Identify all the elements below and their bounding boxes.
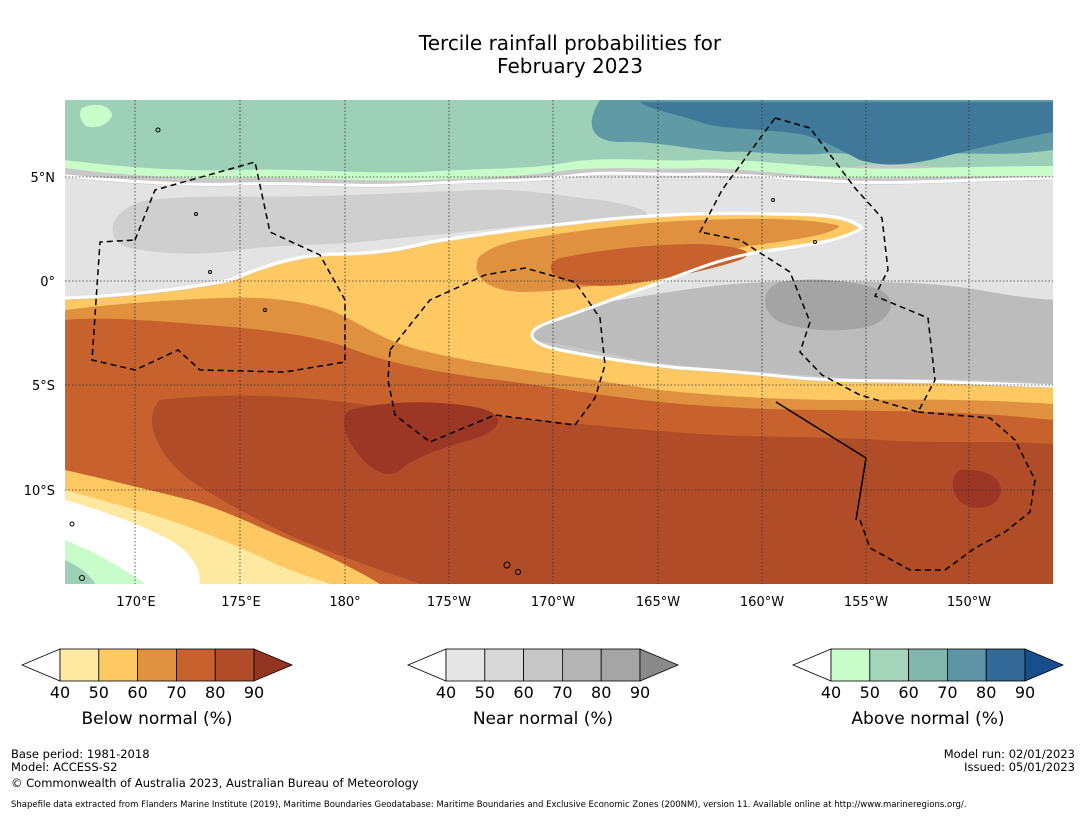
near-normal-darker-core	[765, 279, 891, 331]
island	[79, 575, 85, 581]
above-normal-patch-nw	[79, 104, 112, 128]
colorbar-swatch	[98, 648, 139, 682]
legend-below-normal: 40 50 60 70 80 90 Below normal (%)	[20, 648, 294, 729]
lon-label-170e: 170°E	[116, 595, 156, 610]
above-normal-patch-sw-dark	[65, 560, 95, 584]
lat-label-5n: 5°N	[31, 171, 56, 186]
eez-boundaries	[91, 117, 1036, 571]
colorbar-tick-label: 70	[166, 683, 186, 702]
base-period-text: Base period: 1981-2018	[11, 747, 150, 761]
colorbar-tick-label: 40	[50, 683, 70, 702]
longitude-labels: 170°E 175°E 180° 175°W 170°W 165°W 160°W…	[116, 595, 991, 610]
copyright-text: © Commonwealth of Australia 2023, Austra…	[11, 776, 419, 790]
colorbar-tick-label: 60	[513, 683, 533, 702]
near-normal-region-mid	[112, 189, 648, 254]
eez-kiribati-line	[698, 117, 936, 413]
colorbar-swatch	[137, 648, 177, 682]
near-normal-boundary-south	[65, 211, 1053, 388]
lon-label-180: 180°	[329, 595, 360, 610]
colorbar-tick-label: 90	[630, 683, 650, 702]
above-normal-light-strip	[65, 159, 1053, 181]
model-run-text: Model run: 02/01/2023	[943, 747, 1075, 761]
legend-near-normal: 40 50 60 70 80 90 Near normal (%)	[406, 648, 680, 729]
lon-label-165w: 165°W	[636, 595, 680, 610]
colorbar-swatch	[59, 648, 100, 682]
colorbar-tick-label: 50	[475, 683, 495, 702]
map-panel	[65, 100, 1053, 584]
island	[194, 212, 198, 216]
below-normal-strong-tongue	[550, 244, 748, 286]
near-normal-region-east	[528, 281, 1053, 384]
colorbar-tick-label: 60	[127, 683, 147, 702]
above-normal-region-north-darker	[640, 102, 1053, 165]
colorbar-tick-label: 40	[436, 683, 456, 702]
island	[771, 198, 775, 202]
colorbar-swatch	[600, 648, 641, 682]
colorbar-tick-label: 80	[591, 683, 611, 702]
map-title-line-2: February 2023	[497, 54, 643, 78]
lon-label-150w: 150°W	[947, 595, 991, 610]
islands	[69, 127, 817, 581]
colorbar-swatch	[830, 648, 871, 682]
colorbar-swatch	[175, 648, 216, 682]
colorbar-extend-high	[253, 648, 294, 682]
colorbar-swatch	[985, 648, 1026, 682]
lon-label-175e: 175°E	[221, 595, 261, 610]
colorbar-tick-label: 80	[205, 683, 225, 702]
latitude-labels: 5°N 0° 5°S 10°S	[24, 171, 55, 499]
island	[813, 240, 817, 244]
island	[503, 561, 511, 569]
lon-label-175w: 175°W	[427, 595, 471, 610]
colorbar-swatch	[947, 648, 987, 682]
eez-solid-boundary	[775, 401, 867, 521]
colorbar-tick-label: 70	[552, 683, 572, 702]
island	[155, 127, 161, 133]
colorbar-tick-label: 90	[1015, 683, 1035, 702]
model-text: Model: ACCESS-S2	[11, 760, 118, 774]
lon-label-170w: 170°W	[531, 595, 575, 610]
colorbar-caption: Near normal (%)	[473, 709, 613, 729]
colorbar-swatch	[562, 648, 602, 682]
colorbar-swatch	[869, 648, 909, 682]
island	[515, 569, 521, 575]
map-title-line-1: Tercile rainfall probabilities for	[418, 31, 722, 55]
colorbar-tick-label: 60	[898, 683, 918, 702]
graticule	[65, 100, 1053, 584]
colorbar-swatch	[523, 648, 563, 682]
colorbar-swatch	[484, 648, 524, 682]
colorbar-tick-label: 50	[89, 683, 109, 702]
shapefile-credit-text: Shapefile data extracted from Flanders M…	[11, 800, 967, 810]
lat-label-0: 0°	[40, 275, 55, 290]
below-normal-region-south-90	[344, 402, 499, 475]
lat-label-10s: 10°S	[24, 484, 55, 499]
legend-above-normal: 40 50 60 70 80 90 Above normal (%)	[791, 648, 1065, 729]
colorbar-swatch	[445, 648, 486, 682]
colorbar-tick-label: 80	[976, 683, 996, 702]
issued-text: Issued: 05/01/2023	[964, 760, 1075, 774]
colorbar-extend-low	[20, 648, 61, 682]
colorbar-caption: Below normal (%)	[82, 709, 233, 729]
colorbar-tick-label: 70	[937, 683, 957, 702]
colorbar-tick-label: 40	[821, 683, 841, 702]
eez-french-polynesia	[859, 411, 1036, 571]
colorbar-caption: Above normal (%)	[851, 709, 1004, 729]
island	[208, 270, 212, 274]
colorbar-extend-low	[406, 648, 447, 682]
colorbar-tick-label: 50	[860, 683, 880, 702]
colorbar-extend-high	[1024, 648, 1065, 682]
lat-label-5s: 5°S	[32, 379, 55, 394]
colorbar-extend-high	[639, 648, 680, 682]
lon-label-160w: 160°W	[740, 595, 784, 610]
eez-kiribati-phoenix	[387, 267, 606, 443]
colorbar-swatch	[908, 648, 948, 682]
island	[69, 521, 75, 527]
lon-label-155w: 155°W	[844, 595, 888, 610]
colorbar-tick-label: 90	[244, 683, 264, 702]
below-normal-region-south-90-east	[952, 469, 1001, 508]
island	[263, 308, 267, 312]
colorbar-swatch	[214, 648, 255, 682]
colorbar-extend-low	[791, 648, 832, 682]
